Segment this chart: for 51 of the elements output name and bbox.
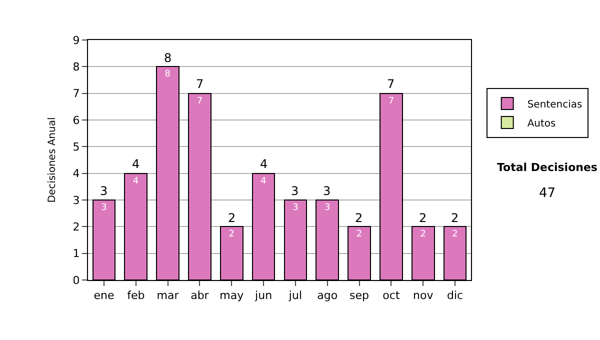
data-label: 7: [388, 96, 394, 106]
data-label: 3: [101, 203, 107, 213]
data-label: 4: [132, 176, 139, 186]
y-tick-label: 2: [72, 220, 80, 234]
x-tick-label: jun: [254, 289, 272, 302]
data-label: 2: [452, 230, 458, 240]
y-tick-label: 9: [72, 34, 80, 47]
y-tick-label: 5: [72, 140, 80, 154]
x-tick-label: jul: [288, 289, 302, 302]
total-label: 7: [196, 77, 204, 91]
y-tick-label: 8: [72, 60, 80, 74]
legend-label: Sentencias: [527, 99, 582, 110]
data-label: 2: [356, 230, 362, 240]
data-label: 2: [420, 230, 426, 240]
y-axis-title: Decisiones Anual: [46, 117, 58, 203]
x-tick-label: mar: [156, 289, 180, 302]
y-tick-label: 0: [72, 274, 80, 287]
x-tick-label: ago: [317, 289, 338, 302]
total-label: 8: [164, 51, 172, 65]
x-tick-label: abr: [190, 289, 210, 302]
total-label: 2: [355, 211, 363, 225]
total-label: 3: [291, 184, 299, 198]
text: 47: [539, 186, 556, 201]
x-tick-label: oct: [382, 289, 400, 302]
x-tick-label: nov: [413, 289, 434, 302]
x-tick-label: sep: [350, 289, 370, 302]
data-label: 7: [196, 96, 203, 106]
total-label: 4: [260, 157, 268, 171]
legend-label: Autos: [527, 118, 556, 130]
total-label: 3: [323, 184, 331, 198]
x-tick-label: dic: [446, 289, 464, 302]
total-label: 2: [451, 211, 459, 225]
total-label: 2: [419, 211, 427, 225]
total-label: 2: [228, 211, 236, 225]
total-label: 3: [100, 184, 108, 198]
data-label: 4: [260, 176, 267, 186]
y-tick-label: 4: [72, 167, 80, 180]
x-tick-label: feb: [127, 289, 145, 302]
data-label: 2: [228, 230, 234, 240]
text: Total Decisiones: [497, 161, 598, 174]
x-tick-label: ene: [94, 289, 114, 302]
y-tick-label: 7: [72, 87, 80, 100]
y-tick-label: 3: [72, 194, 80, 207]
data-label: 8: [164, 70, 171, 80]
total-label: 4: [132, 157, 140, 171]
data-label: 3: [324, 203, 330, 213]
data-label: 3: [292, 203, 298, 213]
y-tick-label: 6: [72, 114, 80, 127]
y-tick-label: 1: [72, 247, 80, 260]
x-tick-label: may: [220, 289, 244, 302]
total-label: 7: [387, 77, 395, 91]
